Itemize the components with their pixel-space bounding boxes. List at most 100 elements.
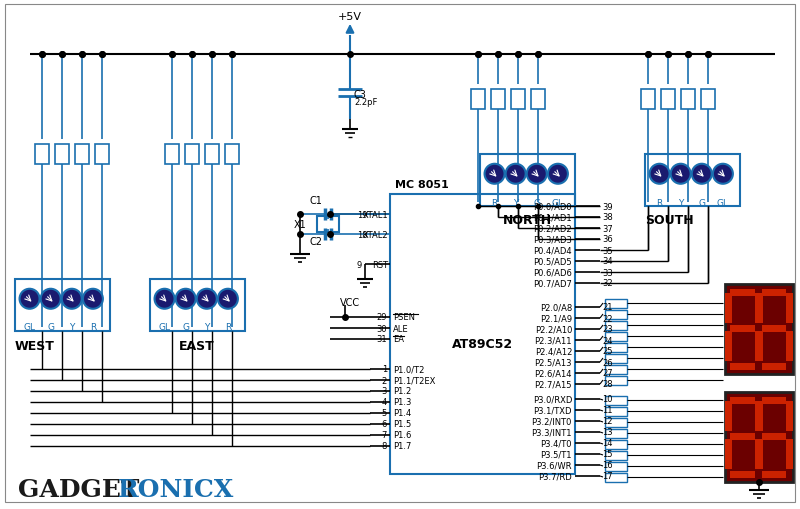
Text: 4: 4 xyxy=(382,398,387,407)
Text: P0.4/AD4: P0.4/AD4 xyxy=(534,246,572,255)
Text: 36: 36 xyxy=(602,235,613,244)
Text: 19: 19 xyxy=(358,210,368,219)
Text: WEST: WEST xyxy=(15,339,55,352)
Text: G: G xyxy=(698,198,706,207)
Text: 28: 28 xyxy=(602,380,613,389)
Circle shape xyxy=(650,164,670,184)
Bar xyxy=(605,354,627,363)
Text: SOUTH: SOUTH xyxy=(645,214,694,227)
Circle shape xyxy=(197,289,217,309)
Text: P3.6/WR: P3.6/WR xyxy=(537,461,572,470)
Text: P2.1/A9: P2.1/A9 xyxy=(540,314,572,323)
Text: 9: 9 xyxy=(357,260,362,269)
Bar xyxy=(605,451,627,460)
Text: 35: 35 xyxy=(602,246,613,255)
Circle shape xyxy=(670,164,690,184)
Text: P0.0/AD0: P0.0/AD0 xyxy=(534,202,572,211)
Text: 10: 10 xyxy=(602,394,613,404)
Bar xyxy=(755,331,762,361)
Text: MC 8051: MC 8051 xyxy=(395,180,449,190)
Text: P2.3/A11: P2.3/A11 xyxy=(534,336,572,345)
Text: P0.7/AD7: P0.7/AD7 xyxy=(533,279,572,288)
Text: 7: 7 xyxy=(382,431,387,440)
Text: 32: 32 xyxy=(602,279,613,288)
Circle shape xyxy=(154,289,174,309)
Circle shape xyxy=(506,164,526,184)
Text: P3.2/INT0: P3.2/INT0 xyxy=(532,417,572,426)
Bar xyxy=(681,90,695,110)
Bar xyxy=(661,90,675,110)
Text: P2.2/A10: P2.2/A10 xyxy=(534,325,572,334)
Text: P3.1/TXD: P3.1/TXD xyxy=(534,406,572,415)
Bar xyxy=(762,290,786,296)
Text: AT89C52: AT89C52 xyxy=(451,338,513,351)
Text: 37: 37 xyxy=(602,224,613,233)
Text: P3.3/INT1: P3.3/INT1 xyxy=(531,428,572,437)
Text: Y: Y xyxy=(678,198,683,207)
Text: EA: EA xyxy=(393,335,404,344)
Bar xyxy=(605,407,627,416)
Text: R: R xyxy=(90,323,96,332)
Text: P3.0/RXD: P3.0/RXD xyxy=(533,394,572,404)
Text: R: R xyxy=(491,198,498,207)
Bar xyxy=(531,90,545,110)
Text: 1: 1 xyxy=(382,365,387,374)
Text: P2.6/A14: P2.6/A14 xyxy=(534,369,572,378)
Text: PSEN: PSEN xyxy=(393,313,415,322)
Text: 26: 26 xyxy=(602,358,613,367)
Text: C2: C2 xyxy=(310,237,323,246)
Text: 31: 31 xyxy=(376,335,387,344)
Text: P1.5: P1.5 xyxy=(393,420,411,429)
Text: 38: 38 xyxy=(602,213,613,222)
Bar xyxy=(762,363,786,370)
Text: 17: 17 xyxy=(602,471,613,480)
Text: 33: 33 xyxy=(602,268,613,277)
Bar xyxy=(762,471,786,477)
Text: XTAL1: XTAL1 xyxy=(362,210,388,219)
Text: P1.4: P1.4 xyxy=(393,409,411,418)
Text: 34: 34 xyxy=(602,257,613,266)
Text: R: R xyxy=(225,323,231,332)
Text: 8: 8 xyxy=(382,442,387,450)
Text: 39: 39 xyxy=(602,202,613,211)
Circle shape xyxy=(19,289,39,309)
Text: P2.4/A12: P2.4/A12 xyxy=(534,347,572,356)
Bar xyxy=(726,293,732,323)
Circle shape xyxy=(548,164,568,184)
Bar xyxy=(645,155,740,207)
Text: P3.4/T0: P3.4/T0 xyxy=(541,439,572,447)
Bar xyxy=(786,439,793,469)
Circle shape xyxy=(692,164,712,184)
Text: Y: Y xyxy=(513,198,518,207)
Bar xyxy=(185,145,199,165)
Text: 16: 16 xyxy=(602,461,613,470)
Text: GL: GL xyxy=(717,198,729,207)
Bar xyxy=(755,401,762,431)
Bar xyxy=(605,310,627,319)
Text: +5V: +5V xyxy=(338,12,362,22)
Text: P3.7/RD: P3.7/RD xyxy=(538,471,572,480)
Text: EAST: EAST xyxy=(179,339,215,352)
Bar xyxy=(95,145,109,165)
Text: G: G xyxy=(534,198,540,207)
Text: P1.7: P1.7 xyxy=(393,442,411,450)
Bar xyxy=(75,145,89,165)
Bar xyxy=(150,279,245,331)
Text: P2.0/A8: P2.0/A8 xyxy=(540,303,572,312)
Bar xyxy=(317,216,339,233)
Bar xyxy=(605,418,627,427)
Bar xyxy=(757,401,763,431)
Text: P0.2/AD2: P0.2/AD2 xyxy=(534,224,572,233)
Bar xyxy=(726,401,732,431)
Bar xyxy=(605,473,627,482)
Circle shape xyxy=(713,164,733,184)
Circle shape xyxy=(526,164,546,184)
Text: C3: C3 xyxy=(354,90,367,100)
Text: ALE: ALE xyxy=(393,324,409,333)
Text: 5: 5 xyxy=(382,409,387,418)
Bar xyxy=(726,331,732,361)
Text: 25: 25 xyxy=(602,347,613,356)
Bar xyxy=(641,90,655,110)
Bar xyxy=(730,398,755,404)
Text: GL: GL xyxy=(23,323,35,332)
